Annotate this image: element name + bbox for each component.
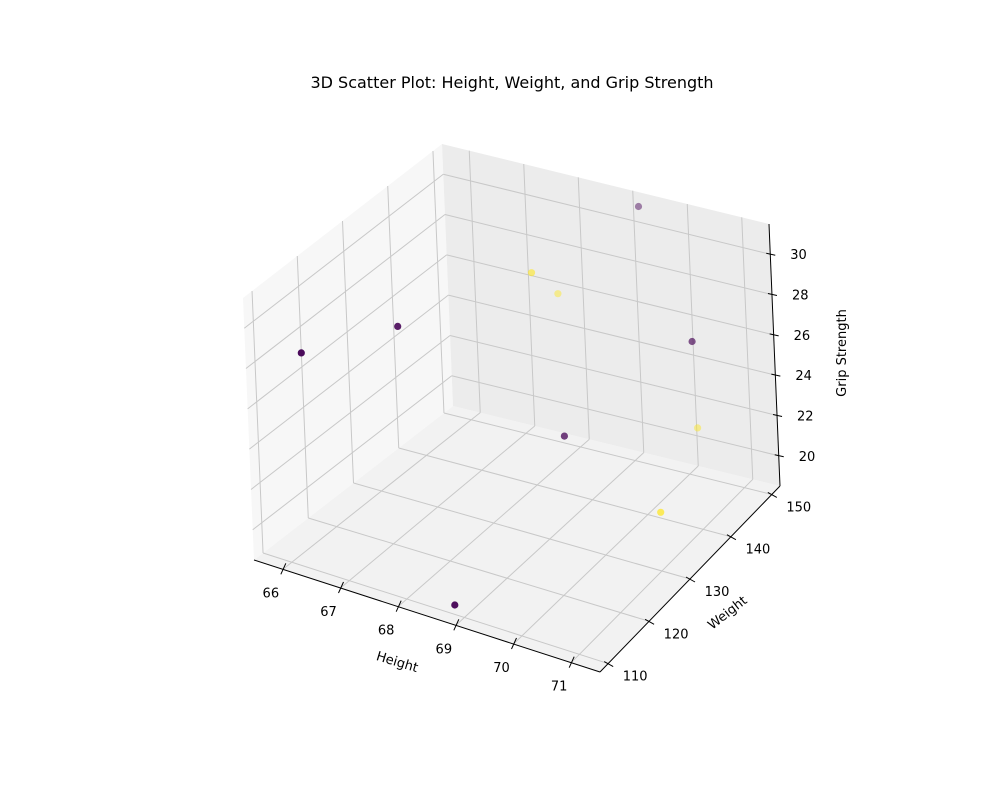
axis-panes: [243, 144, 780, 672]
z-tick: [772, 413, 783, 417]
z-gridline-left: [245, 214, 446, 369]
y-gridline-floor: [308, 517, 650, 622]
z-gridline-left: [247, 254, 447, 410]
gridlines: [243, 150, 779, 665]
y-gridline-floor: [443, 412, 772, 495]
y-tick-label: 120: [664, 627, 689, 642]
z-tick-label: 24: [795, 369, 812, 384]
scatter-point-8: [394, 322, 402, 330]
z-tick: [769, 333, 779, 337]
z-gridline-left: [243, 173, 444, 329]
z-tick-label: 20: [799, 450, 816, 465]
z-tick: [771, 373, 781, 377]
y-gridline-left: [342, 220, 354, 484]
y-gridline-floor: [398, 447, 732, 538]
x-tick: [280, 563, 287, 575]
z-gridline-back: [443, 173, 771, 255]
scatter-point-5: [688, 337, 696, 346]
z-axis-line: [768, 223, 781, 487]
z-gridline-back: [449, 334, 778, 416]
z-gridline-back: [446, 254, 774, 336]
scatter-point-2: [554, 290, 562, 298]
x-tick-label: 67: [320, 605, 337, 620]
x-tick-label: 71: [551, 680, 568, 695]
z-tick: [774, 454, 784, 458]
x-tick: [453, 619, 460, 631]
scatter-point-1: [634, 202, 643, 211]
x-tick-label: 68: [378, 624, 395, 639]
x-tick: [568, 656, 575, 668]
scatter-point-10: [297, 349, 305, 357]
y-gridline-floor: [262, 552, 609, 665]
x-gridline-back: [632, 190, 645, 453]
y-tick-label: 130: [705, 585, 730, 600]
z-tick-label: 28: [792, 289, 809, 304]
z-tick: [767, 293, 778, 297]
y-tick: [603, 661, 614, 667]
y-tick-label: 140: [745, 543, 770, 558]
y-gridline-left: [432, 150, 445, 414]
y-tick: [767, 492, 778, 498]
z-tick-label: 30: [790, 248, 807, 263]
x-gridline-back: [577, 177, 590, 440]
x-gridline-back: [686, 203, 699, 467]
y-tick-label: 150: [786, 500, 811, 515]
y-gridline-floor: [353, 482, 691, 580]
scatter-point-3: [694, 424, 702, 432]
z-axis-label: Grip Strength: [835, 309, 850, 397]
z-gridline-back: [444, 214, 773, 296]
y-gridline-left: [296, 255, 309, 519]
chart-title: 3D Scatter Plot: Height, Weight, and Gri…: [310, 73, 713, 92]
y-tick-label: 110: [623, 670, 648, 685]
x-tick-label: 70: [493, 661, 510, 676]
x-axis-line: [253, 559, 601, 673]
floor-pane: [254, 406, 780, 672]
z-gridline-back: [448, 294, 776, 376]
x-gridline-back: [741, 217, 754, 480]
z-gridline-back: [451, 375, 779, 457]
y-tick: [726, 534, 737, 541]
z-gridline-left: [249, 294, 449, 450]
x-tick-label: 66: [263, 586, 280, 601]
z-gridline-left: [250, 335, 451, 490]
z-tick: [766, 252, 776, 256]
scatter-point-6: [657, 508, 665, 516]
axis-ticks: 66 67 68 69 70 71 110 120 130 140 150 20 22 24 26 28 30: [263, 248, 816, 694]
z-tick-label: 22: [797, 409, 814, 424]
x-gridline-back: [468, 150, 481, 413]
x-tick-label: 69: [436, 642, 453, 657]
x-tick: [511, 637, 517, 650]
scatter-point-7: [560, 432, 569, 440]
scatter-point-9: [451, 601, 459, 609]
x-tick: [338, 581, 344, 594]
y-gridline-left: [387, 185, 400, 449]
z-gridline-left: [252, 375, 453, 531]
scatter-point-4: [527, 269, 536, 277]
y-tick: [685, 576, 696, 583]
y-gridline-left: [251, 290, 264, 554]
data-points: [297, 202, 702, 609]
x-tick: [395, 600, 402, 612]
z-tick-label: 26: [794, 329, 811, 344]
x-gridline-back: [523, 163, 536, 427]
y-tick: [644, 618, 655, 625]
x-axis-label: Height: [374, 649, 419, 676]
